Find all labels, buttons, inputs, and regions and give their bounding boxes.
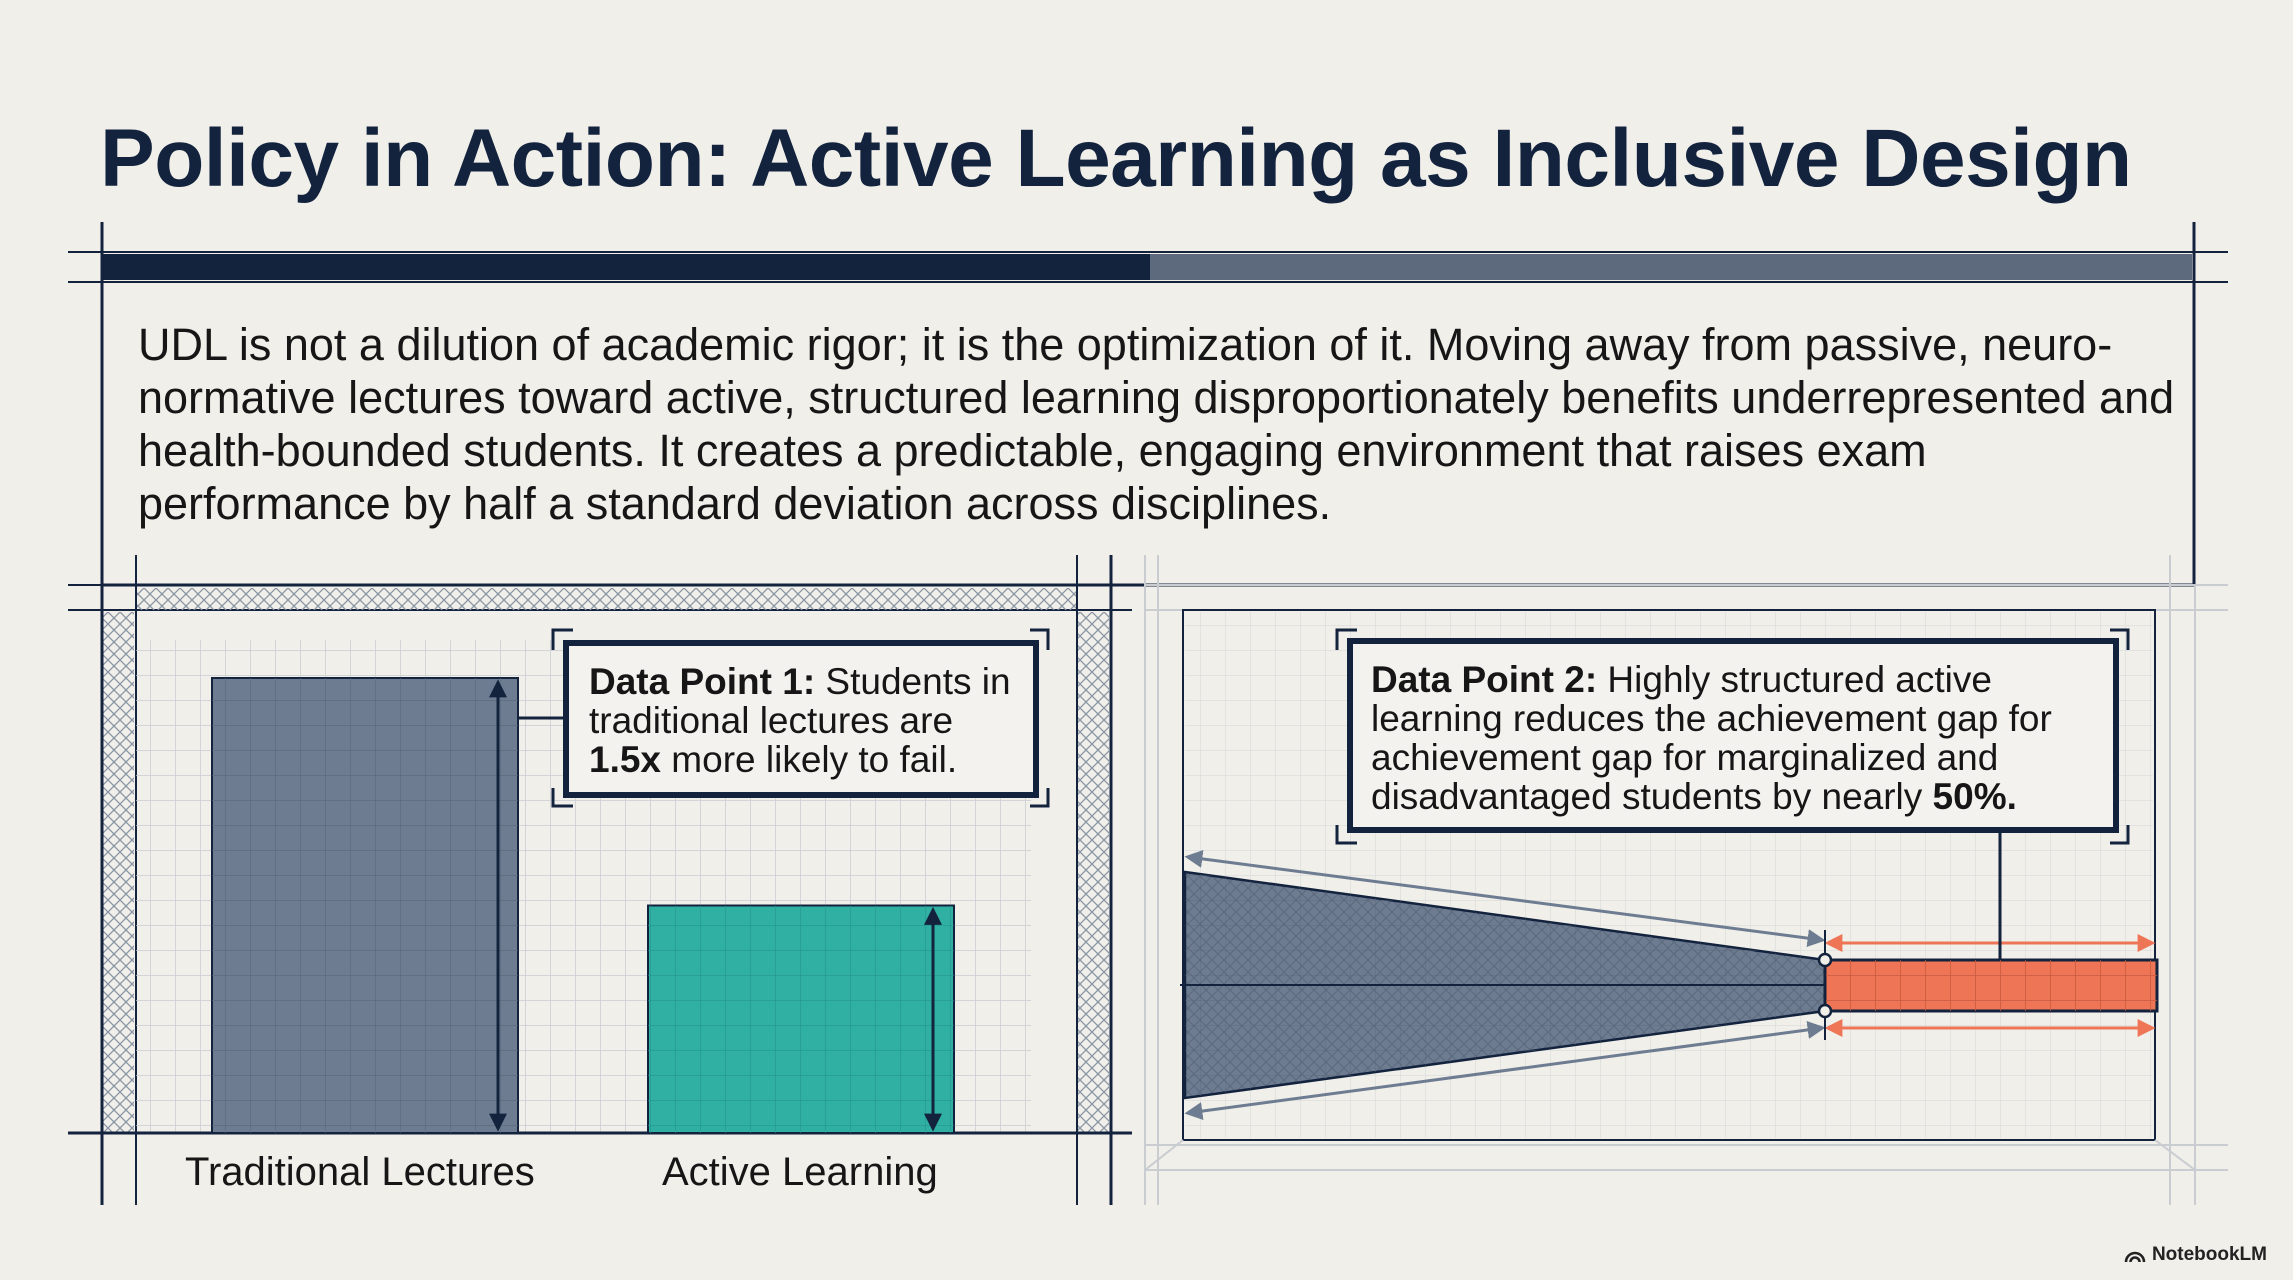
bar-active-learning [647,904,955,1134]
notebooklm-logo-icon [2124,1251,2146,1263]
callout-2-lead: Data Point 2: [1371,659,1598,700]
callout-2-emphasis: 50%. [1932,776,2017,817]
bar-label-traditional-lectures: Traditional Lectures [185,1150,535,1194]
watermark-text: NotebookLM [2151,1244,2267,1265]
callout-1-lead: Data Point 1: [589,661,816,702]
callout-2-text: Highly structured active learning reduce… [1371,659,2052,817]
callout-data-point-2: Data Point 2: Highly structured active l… [1347,638,2119,833]
page-title: Policy in Action: Active Learning as Inc… [100,113,2132,204]
achievement-gap-after [1817,930,2159,1040]
callout-1-emphasis: 1.5x [589,739,662,780]
callout-data-point-1: Data Point 1: Students in traditional le… [563,640,1039,798]
callout-1-text: Students in traditional lectures are [589,661,1011,741]
callout-1-text-end: more likely to fail. [661,739,958,780]
bar-traditional-lectures [211,677,519,1134]
callout-2-brackets [1335,628,2130,845]
summary-paragraph: UDL is not a dilution of academic rigor;… [138,319,2175,529]
notebooklm-watermark: NotebookLM [2124,1244,2267,1266]
callout-1-brackets [551,628,1050,808]
bar-label-active-learning: Active Learning [662,1150,938,1194]
achievement-gap-before [1180,849,1827,1121]
